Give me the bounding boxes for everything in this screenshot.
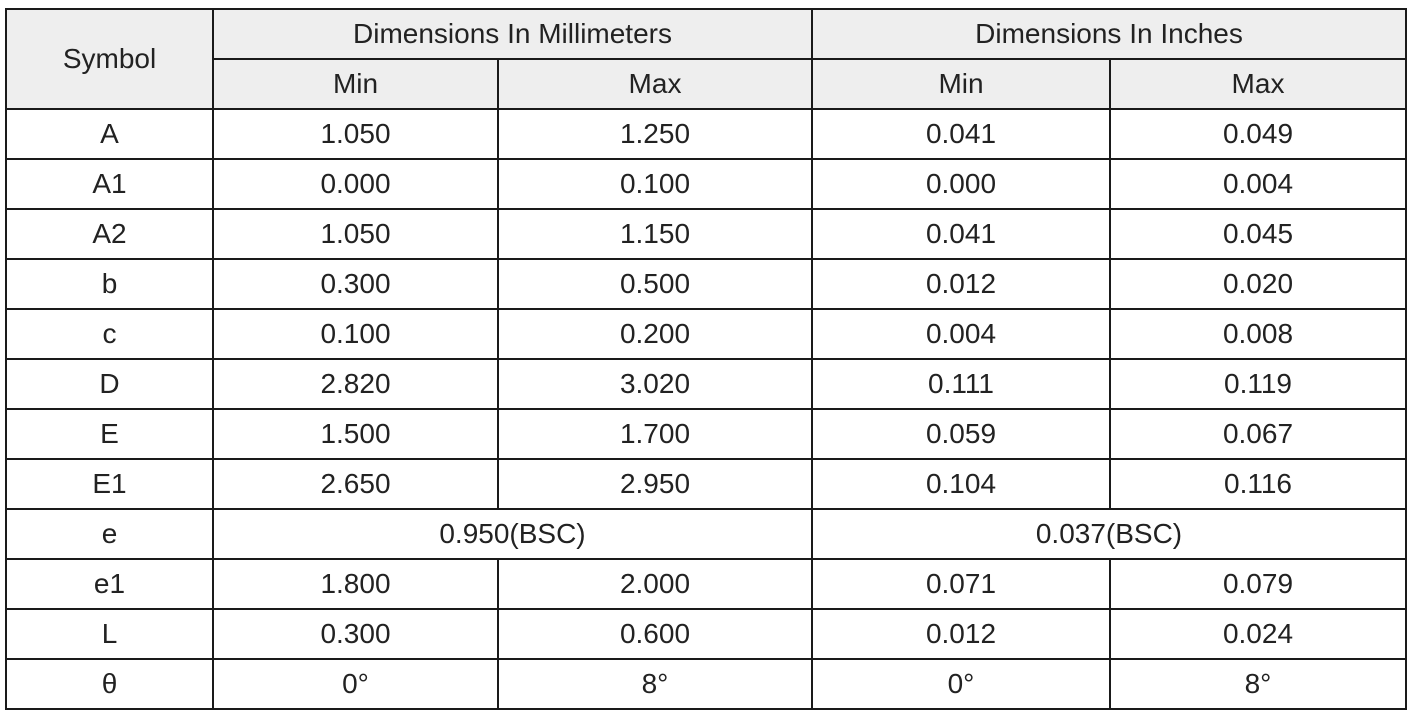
value-cell: 0.200 (497, 308, 813, 360)
value-cell: 1.500 (212, 408, 499, 460)
value-cell: 1.150 (497, 208, 813, 260)
data-row: e 0.950(BSC) 0.037(BSC) (5, 508, 1407, 560)
value-cell: 1.700 (497, 408, 813, 460)
value-cell: 0.300 (212, 608, 499, 660)
data-row: A2 1.050 1.150 0.041 0.045 (5, 208, 1407, 260)
symbol-cell: E (5, 408, 214, 460)
symbol-cell: A1 (5, 158, 214, 210)
value-cell: 2.650 (212, 458, 499, 510)
value-cell: 0° (212, 658, 499, 710)
data-row: c 0.100 0.200 0.004 0.008 (5, 308, 1407, 360)
value-cell: 0.059 (811, 408, 1111, 460)
value-cell: 0.100 (497, 158, 813, 210)
symbol-cell: D (5, 358, 214, 410)
value-cell: 0.049 (1109, 108, 1407, 160)
subheader: Max (1109, 58, 1407, 110)
value-cell: 8° (1109, 658, 1407, 710)
value-cell: 0.000 (811, 158, 1111, 210)
symbol-cell: e (5, 508, 214, 560)
data-row: E 1.500 1.700 0.059 0.067 (5, 408, 1407, 460)
data-row: b 0.300 0.500 0.012 0.020 (5, 258, 1407, 310)
value-cell: 1.050 (212, 208, 499, 260)
subheader: Min (212, 58, 499, 110)
value-cell: 0.600 (497, 608, 813, 660)
value-cell: 0.024 (1109, 608, 1407, 660)
value-cell: 0.116 (1109, 458, 1407, 510)
symbol-header: Symbol (5, 8, 214, 110)
value-cell: 0.079 (1109, 558, 1407, 610)
value-cell: 0° (811, 658, 1111, 710)
symbol-cell: e1 (5, 558, 214, 610)
data-row: e1 1.800 2.000 0.071 0.079 (5, 558, 1407, 610)
value-cell: 0.500 (497, 258, 813, 310)
value-cell: 0.008 (1109, 308, 1407, 360)
value-cell: 0.004 (1109, 158, 1407, 210)
subheader: Min (811, 58, 1111, 110)
group-header: Dimensions In Millimeters (212, 8, 813, 60)
value-cell: 0.067 (1109, 408, 1407, 460)
value-cell: 0.012 (811, 258, 1111, 310)
symbol-cell: θ (5, 658, 214, 710)
table-body: A 1.050 1.250 0.041 0.049 A1 0.000 0.100 0.000 0.… (5, 108, 1407, 710)
value-cell: 0.041 (811, 208, 1111, 260)
value-cell: 0.041 (811, 108, 1111, 160)
data-row: E1 2.650 2.950 0.104 0.116 (5, 458, 1407, 510)
symbol-cell: A2 (5, 208, 214, 260)
value-cell: 0.100 (212, 308, 499, 360)
value-cell: 1.800 (212, 558, 499, 610)
value-cell: 0.020 (1109, 258, 1407, 310)
value-cell: 1.050 (212, 108, 499, 160)
symbol-cell: E1 (5, 458, 214, 510)
value-cell: 0.119 (1109, 358, 1407, 410)
value-cell: 8° (497, 658, 813, 710)
value-cell: 0.037(BSC) (811, 508, 1407, 560)
data-row: θ 0° 8° 0° 8° (5, 658, 1407, 710)
value-cell: 0.004 (811, 308, 1111, 360)
symbol-cell: b (5, 258, 214, 310)
value-cell: 0.950(BSC) (212, 508, 813, 560)
value-cell: 3.020 (497, 358, 813, 410)
value-cell: 0.111 (811, 358, 1111, 410)
symbol-cell: c (5, 308, 214, 360)
group-header: Dimensions In Inches (811, 8, 1407, 60)
value-cell: 2.950 (497, 458, 813, 510)
symbol-cell: A (5, 108, 214, 160)
value-cell: 0.000 (212, 158, 499, 210)
value-cell: 2.820 (212, 358, 499, 410)
subheader-row: Min Max Min Max (6, 58, 1407, 110)
value-cell: 1.250 (497, 108, 813, 160)
value-cell: 0.071 (811, 558, 1111, 610)
value-cell: 0.300 (212, 258, 499, 310)
symbol-cell: L (5, 608, 214, 660)
data-row: D 2.820 3.020 0.111 0.119 (5, 358, 1407, 410)
value-cell: 0.104 (811, 458, 1111, 510)
dimension-table: Symbol Dimensions In Millimeters Dimensi… (5, 8, 1407, 710)
value-cell: 0.012 (811, 608, 1111, 660)
data-row: L 0.300 0.600 0.012 0.024 (5, 608, 1407, 660)
value-cell: 0.045 (1109, 208, 1407, 260)
data-row: A1 0.000 0.100 0.000 0.004 (5, 158, 1407, 210)
subheader: Max (497, 58, 813, 110)
table-head: Symbol Dimensions In Millimeters Dimensi… (5, 8, 1407, 110)
value-cell: 2.000 (497, 558, 813, 610)
header-row: Symbol Dimensions In Millimeters Dimensi… (5, 8, 1407, 110)
data-row: A 1.050 1.250 0.041 0.049 (5, 108, 1407, 160)
